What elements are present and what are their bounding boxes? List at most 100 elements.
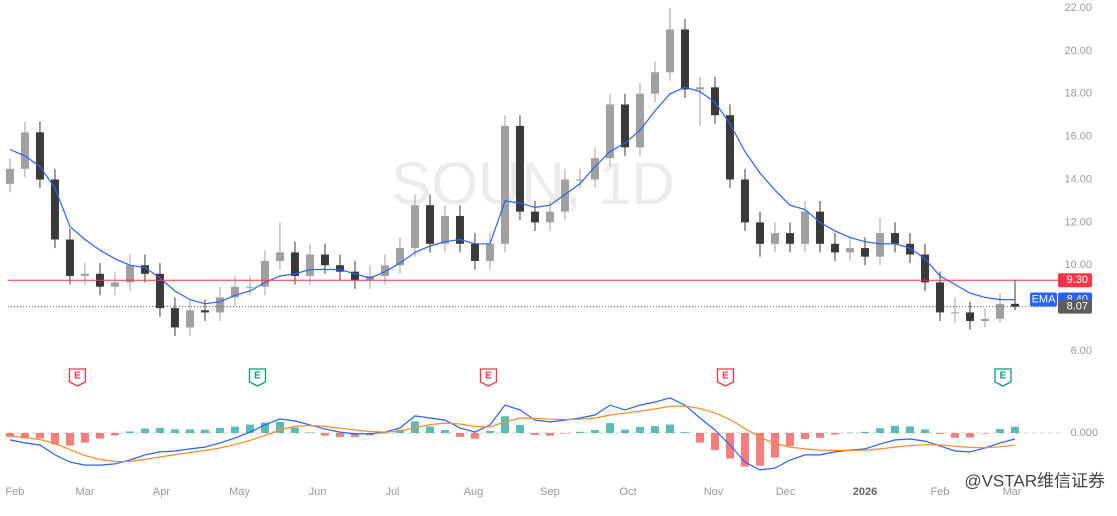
candle-body — [815, 211, 824, 244]
candle-body — [665, 29, 674, 73]
candle-body — [650, 72, 659, 94]
histogram-bar — [530, 433, 539, 435]
event-label: E — [722, 371, 729, 382]
candle-body — [230, 286, 239, 298]
candle-body — [725, 115, 734, 180]
x-tick-label: 2026 — [853, 486, 877, 498]
histogram-bar — [320, 433, 329, 436]
candle-body — [950, 312, 959, 314]
candle-body — [425, 205, 434, 244]
histogram-bar — [710, 433, 719, 451]
histogram-bar — [770, 433, 779, 458]
candle-body — [320, 254, 329, 266]
candle-body — [155, 273, 164, 309]
candle-body — [260, 260, 269, 287]
candle-body — [140, 265, 149, 274]
histogram-bar — [860, 431, 869, 433]
event-badge — [994, 368, 1012, 387]
candle-body — [1010, 303, 1019, 307]
histogram-bar — [1010, 426, 1019, 433]
histogram-bar — [950, 433, 959, 438]
candle-body — [305, 254, 314, 276]
candle-body — [470, 243, 479, 261]
candle-body — [545, 211, 554, 223]
histogram-bar — [500, 416, 509, 433]
candle-body — [605, 104, 614, 159]
histogram-bar — [425, 426, 434, 433]
candle-body — [575, 179, 584, 181]
candle-body — [245, 286, 254, 288]
candle-body — [110, 282, 119, 287]
candle-body — [455, 215, 464, 244]
histogram-bar — [980, 433, 989, 434]
series-tag: EMA — [1032, 293, 1057, 305]
histogram-bar — [125, 431, 134, 433]
x-tick-label: Jun — [309, 486, 327, 498]
y-tick-label: 14.00 — [1064, 173, 1092, 185]
histogram-bar — [650, 426, 659, 433]
candle-body — [620, 104, 629, 148]
x-tick-label: Sep — [540, 486, 560, 498]
histogram-bar — [485, 430, 494, 433]
x-tick-label: Apr — [153, 486, 170, 498]
histogram-bar — [275, 421, 284, 433]
candle-body — [740, 179, 749, 223]
histogram-bar — [755, 433, 764, 466]
candle-body — [215, 297, 224, 313]
histogram-bar — [935, 433, 944, 434]
x-tick-label: May — [229, 486, 250, 498]
candle-body — [995, 303, 1004, 319]
histogram-bar — [380, 433, 389, 434]
histogram-bar — [845, 432, 854, 434]
event-label: E — [485, 371, 492, 382]
histogram-bar — [140, 428, 149, 433]
histogram-bar — [65, 433, 74, 446]
histogram-bar — [890, 425, 899, 433]
histogram-bar — [230, 426, 239, 433]
histogram-bar — [575, 431, 584, 433]
candle-body — [515, 125, 524, 212]
candle-body — [275, 252, 284, 261]
symbol-watermark: SOUN, 1D — [391, 150, 674, 217]
candle-body — [125, 265, 134, 283]
x-tick-label: Feb — [5, 486, 24, 498]
x-tick-label: Oct — [619, 486, 636, 498]
histogram-bar — [905, 426, 914, 433]
candle-body — [290, 252, 299, 276]
histogram-bar — [5, 433, 14, 437]
histogram-bar — [455, 433, 464, 437]
event-label: E — [1000, 371, 1007, 382]
histogram-bar — [620, 429, 629, 433]
event-label: E — [74, 371, 81, 382]
candle-body — [20, 132, 29, 169]
y-tick-label: 6.00 — [1071, 345, 1092, 357]
y-tick-label: 16.00 — [1064, 131, 1092, 143]
candle-body — [335, 265, 344, 272]
histogram-bar — [545, 433, 554, 436]
histogram-bar — [590, 430, 599, 433]
candle-body — [5, 168, 14, 184]
y-tick-label: 0.000 — [1070, 427, 1098, 439]
candle-body — [65, 239, 74, 276]
candle-body — [695, 87, 704, 90]
candle-body — [710, 87, 719, 116]
histogram-bar — [185, 429, 194, 433]
price-label-box — [1058, 299, 1092, 314]
candle-body — [530, 211, 539, 223]
histogram-bar — [875, 428, 884, 433]
candle-body — [350, 271, 359, 281]
x-tick-label: Mar — [75, 486, 94, 498]
candle-body — [170, 308, 179, 328]
candle-body — [635, 93, 644, 148]
histogram-bar — [680, 432, 689, 433]
candle-body — [890, 233, 899, 244]
ema-line — [9, 86, 1015, 305]
series-tag-box — [1030, 292, 1057, 307]
candle-body — [380, 265, 389, 276]
histogram-bar — [95, 433, 104, 439]
histogram-bar — [605, 423, 614, 433]
x-tick-label: Mar — [1003, 486, 1022, 498]
histogram-bar — [785, 433, 794, 446]
candle-body — [590, 158, 599, 180]
candle-body — [500, 125, 509, 244]
